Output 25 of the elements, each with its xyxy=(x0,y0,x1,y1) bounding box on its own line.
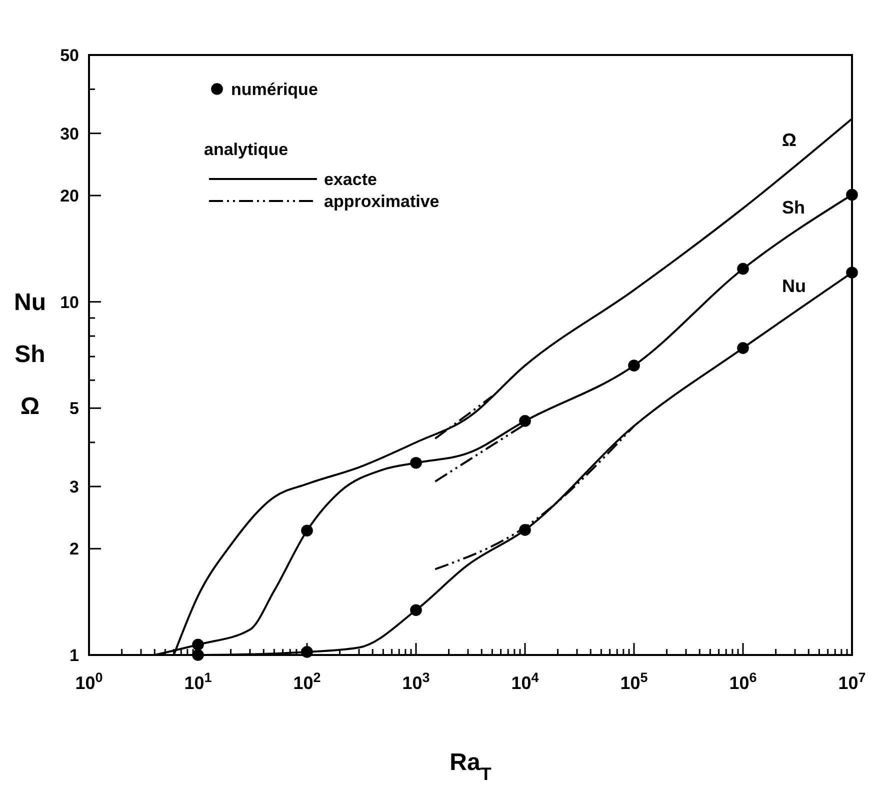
annotation: approximative xyxy=(324,192,440,211)
y-axis-title: Nu Sh Ω xyxy=(14,289,46,420)
annotation: analytique xyxy=(204,140,288,159)
y-tick-label: 10 xyxy=(60,292,79,312)
y-tick-label: 3 xyxy=(70,478,79,496)
x-tick-label: 10$^{4}$ xyxy=(511,670,540,693)
legend-label: numérique xyxy=(231,80,318,99)
series-label: Nu xyxy=(782,276,806,296)
series-label: Sh xyxy=(782,198,806,218)
x-tick-label: 10$^{3}$ xyxy=(402,670,430,693)
x-tick-label: 10$^{0}$ xyxy=(75,670,103,693)
y-tick-label: 1 xyxy=(70,646,79,665)
x-tick-label: 10$^{1}$ xyxy=(184,670,212,693)
x-tick-label: 10$^{5}$ xyxy=(620,670,648,693)
annotation: exacte xyxy=(324,170,377,189)
x-tick-label: 10$^{6}$ xyxy=(729,670,758,693)
y-tick-label: 30 xyxy=(60,124,79,144)
y-tick-label: 2 xyxy=(70,540,79,559)
y-tick-label: 20 xyxy=(60,186,79,206)
x-tick-label: 10$^{7}$ xyxy=(838,670,866,693)
x-tick-label: 10$^{2}$ xyxy=(293,670,321,693)
y-tick-label: 5 xyxy=(70,399,79,418)
series-label: Ω xyxy=(782,130,796,150)
y-tick-label: 50 xyxy=(60,46,79,65)
x-axis-title: Ra$_{T}$ xyxy=(450,749,492,784)
